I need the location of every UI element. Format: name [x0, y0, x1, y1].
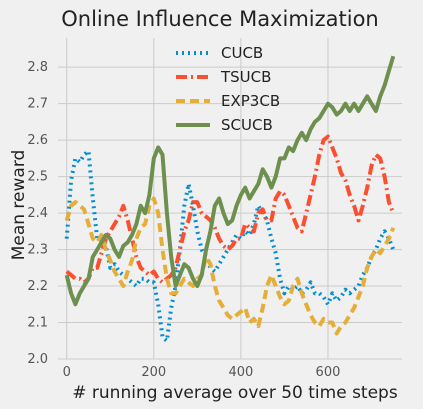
legend-label: TSUCB [220, 68, 271, 86]
legend-label: SCUCB [221, 116, 273, 134]
y-tick-label: 2.4 [27, 206, 48, 221]
tick-labels: 2.0 2.1 2.2 2.3 2.4 2.5 2.6 2.7 2.8 0 200 400 600 [27, 60, 340, 380]
chart-title: Online Influence Maximization [61, 7, 378, 31]
y-tick-label: 2.8 [27, 60, 48, 75]
x-tick-label: 400 [228, 365, 253, 380]
y-tick-label: 2.1 [27, 316, 48, 331]
y-tick-label: 2.0 [27, 352, 48, 367]
x-axis-label: # running average over 50 time steps [72, 383, 398, 403]
x-tick-label: 600 [316, 365, 341, 380]
legend: CUCB TSUCB EXP3CB SCUCB [176, 44, 280, 134]
series-line-tsucb [65, 134, 396, 285]
grid [58, 38, 402, 360]
y-tick-label: 2.2 [27, 279, 48, 294]
y-tick-label: 2.5 [27, 170, 48, 185]
y-tick-label: 2.6 [27, 133, 48, 148]
series-line-scucb [64, 55, 396, 307]
legend-label: EXP3CB [221, 92, 280, 110]
y-tick-label: 2.7 [27, 97, 48, 112]
x-tick-label: 200 [141, 365, 166, 380]
y-tick-label: 2.3 [27, 243, 48, 258]
y-axis-label: Mean reward [9, 150, 29, 261]
series-line-exp3cb [64, 196, 396, 336]
series-lines [64, 55, 396, 343]
legend-label: CUCB [221, 44, 263, 62]
x-tick-label: 0 [63, 365, 71, 380]
